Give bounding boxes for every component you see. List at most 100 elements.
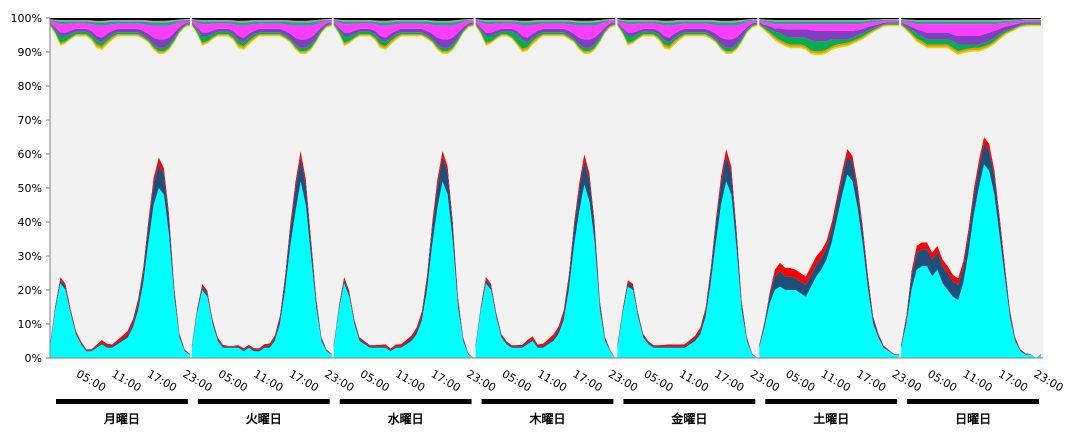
area-series-group — [50, 18, 1041, 358]
area-series-11-day-6 — [901, 18, 1041, 20]
day-label: 日曜日 — [955, 412, 991, 426]
area-series-0-day-2 — [333, 181, 474, 358]
x-tick-label: 17:00 — [429, 367, 463, 394]
area-series-9-day-3 — [475, 19, 616, 26]
area-series-0-day-5 — [759, 174, 900, 358]
x-tick-label: 05:00 — [500, 367, 534, 394]
area-series-3-day-3 — [475, 26, 616, 358]
area-series-3-day-0 — [50, 26, 190, 354]
x-tick-label: 23:00 — [748, 367, 782, 394]
plot-area — [50, 18, 1043, 358]
area-series-11-day-3 — [475, 18, 616, 21]
y-tick-label: 90% — [18, 46, 42, 59]
day-bar — [907, 399, 1039, 404]
x-tick-label: 05:00 — [925, 367, 959, 394]
x-tick-label: 23:00 — [890, 367, 924, 394]
area-series-9-day-6 — [901, 19, 1041, 25]
area-series-7-day-5 — [759, 22, 900, 42]
area-series-8-day-2 — [333, 20, 474, 40]
x-tick-label: 17:00 — [996, 367, 1030, 394]
area-series-4-day-5 — [759, 25, 900, 56]
area-series-10-day-6 — [901, 19, 1041, 22]
x-tick-label: 23:00 — [322, 367, 356, 394]
area-series-10-day-1 — [191, 19, 332, 23]
area-series-7-day-6 — [901, 22, 1041, 45]
day-label: 水曜日 — [388, 411, 424, 426]
x-tick-label: 05:00 — [783, 367, 817, 394]
y-tick-label: 70% — [18, 114, 42, 127]
area-series-7-day-4 — [617, 22, 758, 48]
y-tick-label: 60% — [18, 148, 42, 161]
y-tick-label: 100% — [11, 12, 42, 25]
x-tick-label: 11:00 — [535, 367, 569, 394]
area-series-8-day-3 — [475, 20, 616, 40]
day-groups: 月曜日 火曜日 水曜日 木曜日 金曜日 土曜日 日曜日 — [56, 399, 1039, 426]
day-bar — [623, 399, 756, 404]
area-series-3-day-2 — [333, 26, 474, 358]
area-series-9-day-0 — [50, 19, 190, 26]
day-bar — [197, 399, 330, 404]
area-series-11-day-5 — [759, 18, 900, 20]
area-series-5-day-6 — [901, 24, 1041, 54]
x-tick-label: 11:00 — [393, 367, 427, 394]
y-tick-label: 30% — [18, 250, 42, 263]
area-series-9-day-1 — [191, 19, 332, 26]
day-label: 金曜日 — [670, 411, 707, 426]
area-series-8-day-0 — [50, 20, 190, 40]
area-series-0-day-0 — [50, 188, 190, 358]
x-tick-label: 05:00 — [74, 367, 108, 394]
x-tick-label: 05:00 — [641, 367, 675, 394]
area-series-8-day-5 — [759, 20, 900, 31]
area-series-8-day-4 — [617, 20, 758, 40]
area-series-6-day-5 — [759, 23, 900, 52]
x-tick-label: 23:00 — [606, 367, 640, 394]
area-series-10-day-2 — [333, 19, 474, 23]
area-series-9-day-2 — [333, 19, 474, 26]
day-bar — [765, 399, 898, 404]
x-tick-label: 11:00 — [677, 367, 711, 394]
area-series-11-day-1 — [191, 18, 332, 21]
y-tick-label: 50% — [18, 182, 42, 195]
area-series-7-day-0 — [50, 22, 190, 48]
area-series-11-day-4 — [617, 18, 758, 21]
x-tick-label: 11:00 — [961, 367, 995, 394]
area-series-9-day-5 — [759, 19, 900, 25]
area-series-10-day-3 — [475, 19, 616, 23]
x-tick-label: 17:00 — [571, 367, 605, 394]
x-tick-label: 11:00 — [110, 367, 144, 394]
area-series-7-day-3 — [475, 22, 616, 48]
day-label: 月曜日 — [103, 412, 140, 426]
x-tick-label: 05:00 — [358, 367, 392, 394]
x-tick-label: 17:00 — [712, 367, 746, 394]
area-series-10-day-0 — [50, 19, 190, 23]
x-tick-label: 17:00 — [145, 367, 179, 394]
x-tick-label: 23:00 — [1032, 367, 1066, 394]
day-bar — [339, 399, 472, 404]
x-tick-label: 05:00 — [216, 367, 250, 394]
y-tick-label: 0% — [25, 352, 42, 365]
x-tick-label: 11:00 — [819, 367, 853, 394]
area-series-8-day-6 — [901, 20, 1041, 36]
area-series-3-day-6 — [901, 26, 1041, 358]
area-series-11-day-2 — [333, 18, 474, 21]
area-series-3-day-4 — [617, 26, 758, 358]
x-tick-label: 11:00 — [251, 367, 285, 394]
area-series-3-day-1 — [191, 26, 332, 354]
x-tick-label: 23:00 — [464, 367, 498, 394]
area-series-0-day-4 — [617, 181, 758, 358]
area-series-2-day-6 — [901, 137, 1041, 358]
x-axis: 05:00 11:00 17:00 23:00 05:00 11:00 17:00 23:00… — [50, 357, 1066, 394]
area-series-8-day-1 — [191, 20, 332, 40]
x-tick-label: 23:00 — [180, 367, 214, 394]
day-label: 土曜日 — [813, 411, 849, 426]
day-label: 木曜日 — [528, 411, 565, 426]
x-tick-label: 17:00 — [287, 367, 321, 394]
area-series-0-day-1 — [191, 181, 332, 358]
x-tick-label: 17:00 — [854, 367, 888, 394]
area-series-6-day-6 — [901, 23, 1041, 52]
y-tick-label: 20% — [18, 284, 42, 297]
day-label: 火曜日 — [246, 412, 282, 426]
area-series-4-day-6 — [901, 25, 1041, 56]
day-bar — [481, 399, 614, 404]
